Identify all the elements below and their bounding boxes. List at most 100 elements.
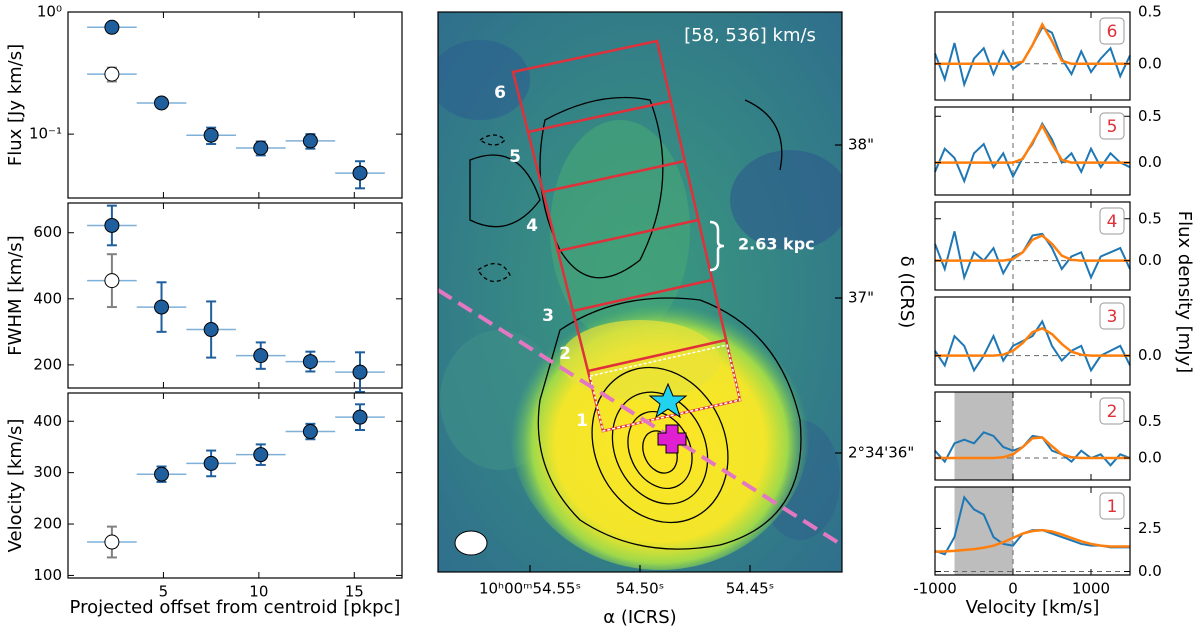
fit-line: [935, 122, 1130, 164]
panel-label: 2: [1107, 402, 1118, 422]
slit-label: 4: [526, 216, 538, 236]
y-tick-label: 300: [33, 463, 62, 481]
x-tick-label: 15: [345, 583, 364, 601]
data-point: [253, 447, 269, 463]
slit-label: 3: [542, 306, 554, 326]
y-axis-label: Flux [Jy km/s]: [5, 44, 26, 166]
dec-tick-label: 37": [848, 289, 874, 307]
y-tick-label: 0.0: [1138, 562, 1162, 580]
x-tick-label: -1000: [913, 580, 957, 598]
panel-label: 6: [1107, 22, 1118, 42]
ra-tick-label: 54.45ˢ: [726, 580, 775, 598]
panel-label: 4: [1107, 212, 1118, 232]
x-axis-label: Projected offset from centroid [pkpc]: [70, 597, 401, 618]
plot-frame: [934, 486, 1131, 576]
data-point: [203, 322, 219, 338]
data-point: [352, 409, 368, 425]
sky-image: [438, 12, 842, 572]
panel-label-box: [1099, 207, 1125, 235]
slit-label: 1: [576, 411, 588, 431]
fit-line: [935, 234, 1130, 262]
data-point: [352, 165, 368, 181]
y-tick-label: 10⁻¹: [29, 125, 62, 143]
velocity-range: [58, 536] km/s: [684, 25, 816, 46]
data-point: [154, 95, 170, 111]
x-tick-label: 1000: [1072, 580, 1110, 598]
x-tick-label: 5: [159, 583, 169, 601]
y-tick-label: 0.0: [1138, 449, 1162, 467]
y-tick-label: 600: [33, 223, 62, 241]
x-tick-label: 0: [1008, 580, 1018, 598]
y-axis-label: Flux density [mJy]: [1174, 211, 1195, 373]
y-tick-label: 0.0: [1138, 153, 1162, 171]
data-point: [253, 348, 269, 364]
panel-label-box: [1099, 17, 1125, 45]
data-point: [203, 127, 219, 143]
shaded-region: [954, 392, 1013, 480]
ra-tick-label: 54.50ˢ: [616, 580, 665, 598]
fit-line: [935, 326, 1130, 357]
data-point: [203, 455, 219, 471]
y-axis-label: Velocity [km/s]: [5, 419, 26, 553]
y-tick-label: 0.5: [1138, 107, 1162, 125]
data-point: [154, 299, 170, 315]
y-axis-label: δ (ICRS): [896, 256, 917, 329]
shaded-region: [954, 487, 1013, 575]
slit-label: 6: [494, 83, 506, 103]
data-point: [302, 424, 318, 440]
fit-line: [934, 528, 1130, 553]
y-tick-label: 400: [33, 289, 62, 307]
panel-label-box: [1099, 492, 1125, 520]
y-axis-label: FWHM [km/s]: [5, 235, 26, 355]
plot-frame: [934, 201, 1131, 291]
plot-frame: [67, 202, 403, 389]
x-axis-label: Velocity [km/s]: [966, 597, 1100, 618]
y-tick-label: 200: [33, 515, 62, 533]
data-point: [104, 534, 120, 550]
dec-tick-label: 38": [848, 136, 874, 154]
y-tick-label: 2.5: [1138, 519, 1162, 537]
plot-frame: [67, 392, 403, 579]
y-tick-label: 0.5: [1138, 209, 1162, 227]
data-point: [302, 354, 318, 370]
data-point: [352, 364, 368, 380]
plot-frame: [67, 11, 403, 199]
panel-label: 5: [1107, 117, 1118, 137]
data-point: [104, 66, 120, 82]
y-tick-label: 100: [33, 566, 62, 584]
x-tick-label: 10: [249, 583, 268, 601]
data-point: [253, 140, 269, 156]
plot-frame: [934, 391, 1131, 481]
data-point: [104, 273, 120, 289]
y-tick-label: 200: [33, 355, 62, 373]
panel-label-box: [1099, 302, 1125, 330]
ra-tick-label: 10ʰ00ᵐ54.55ˢ: [479, 580, 581, 598]
fit-line: [935, 21, 1130, 66]
data-point: [154, 466, 170, 482]
y-tick-label: 0.5: [1138, 3, 1162, 21]
spectrum-line: [934, 319, 1131, 373]
y-tick-label: 0.5: [1138, 412, 1162, 430]
scale-label: 2.63 kpc: [738, 235, 815, 254]
slit-label: 2: [559, 344, 571, 364]
y-tick-label: 0.0: [1138, 54, 1162, 72]
panel-label-box: [1099, 112, 1125, 140]
spectrum-line: [934, 431, 1131, 467]
y-tick-label: 0.0: [1138, 251, 1162, 269]
data-point: [104, 217, 120, 233]
data-point: [104, 19, 120, 35]
x-axis-label: α (ICRS): [603, 607, 676, 628]
y-tick-label: 400: [33, 412, 62, 430]
dec-tick-label: 2°34'36": [848, 444, 914, 462]
fit-line: [935, 436, 1130, 460]
plot-frame: [934, 106, 1131, 196]
y-tick-label: 0.0: [1138, 346, 1162, 364]
panel-label-box: [1099, 397, 1125, 425]
plot-frame: [934, 11, 1131, 101]
panel-label: 3: [1107, 307, 1118, 327]
spectrum-line: [934, 231, 1131, 281]
plot-frame: [934, 296, 1131, 386]
y-tick-label: 10⁰: [37, 3, 62, 21]
slit-label: 5: [509, 147, 521, 167]
